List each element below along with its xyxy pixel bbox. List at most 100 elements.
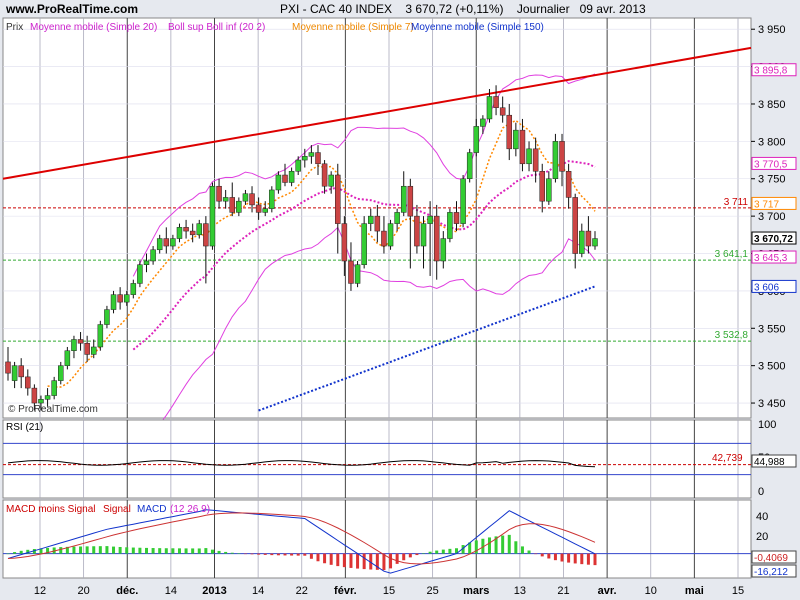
macd-histogram-bar (197, 548, 201, 554)
x-tick-label: 21 (557, 585, 569, 597)
candle-body (269, 189, 275, 209)
macd-histogram-bar (415, 553, 419, 556)
x-axis: 12 20 déc. 14 2013 14 22 févr. 15 25 mars 13 21 avr. 1… (34, 585, 744, 597)
macd-histogram-bar (13, 552, 17, 554)
x-tick-label: 22 (296, 585, 308, 597)
macd-histogram-bar (553, 553, 557, 561)
candle-body (308, 152, 315, 157)
x-tick-label: déc. (116, 585, 138, 597)
macd-histogram-bar (217, 550, 221, 554)
macd-histogram-bar (402, 553, 406, 561)
macd-histogram-bar (290, 553, 294, 556)
macd-histogram-bar (26, 549, 30, 554)
macd-histogram-bar (540, 553, 544, 557)
macd-histogram-bar (112, 546, 116, 554)
candle-body (433, 215, 440, 262)
candle-body (506, 114, 513, 150)
macd-histogram-bar (85, 546, 89, 554)
candle-body (348, 260, 354, 284)
macd-tag-box (751, 550, 797, 564)
macd-histogram-bar (65, 546, 69, 554)
rsi-tag-box (751, 454, 797, 468)
chart-title: PXI - CAC 40 INDEX 3 670,72 (+0,11%) Jou… (280, 2, 646, 16)
candle-body (466, 152, 473, 179)
candle-body (229, 197, 235, 213)
price-tag-box (751, 156, 797, 170)
candle-body (77, 339, 84, 344)
candle-body (262, 208, 268, 213)
candle-body (440, 238, 447, 262)
macd-histogram-bar (243, 553, 247, 555)
macd-label-macd: MACD (137, 504, 166, 515)
signal-tag-box (751, 564, 797, 578)
macd-histogram-bar (342, 553, 346, 568)
candle-body (189, 230, 196, 236)
candle-body (216, 185, 222, 202)
candle-body (97, 324, 104, 348)
candle-body (453, 212, 460, 224)
macd-histogram-bar (151, 548, 155, 554)
macd-label-signal: Signal (103, 504, 131, 515)
candle-body (137, 264, 143, 284)
rsi-line (3, 442, 751, 476)
candle-body (546, 178, 552, 202)
macd-histogram-bar (520, 546, 524, 554)
candle-body (341, 223, 348, 262)
price-tag-label: 3 895,8 (754, 66, 788, 77)
candle-body (5, 361, 11, 374)
macd-histogram-bar (19, 550, 23, 554)
candle-body (394, 212, 400, 224)
candle-body (203, 223, 209, 247)
candle-body (374, 215, 381, 232)
macd-histogram-bar (276, 553, 280, 556)
macd-histogram-bar (389, 553, 393, 569)
macd-histogram-bar (309, 553, 313, 559)
macd-histogram-bar (230, 552, 234, 554)
candle-body (480, 118, 486, 127)
macd-lines (3, 509, 751, 574)
candle-body (163, 238, 170, 247)
macd-histogram-bar (527, 550, 531, 554)
candle-body (302, 156, 308, 161)
candle-body (282, 174, 288, 183)
moving-averages (47, 119, 596, 412)
price-tags: 3 895,8 3 770,5 3 717 3 670,72 3 645,3 3 606 (751, 63, 797, 293)
candle-body (400, 185, 407, 213)
candle-body (58, 365, 64, 381)
candle-body (513, 129, 519, 150)
candle-body (381, 230, 387, 247)
candle-body (236, 200, 242, 213)
candle-body (427, 215, 433, 224)
watermark: © ProRealTime.com (8, 404, 98, 415)
macd-histogram-bar (461, 545, 465, 554)
macd-histogram-bar (395, 553, 399, 564)
candle-body (499, 107, 506, 116)
price-axis-label: 3 800 (758, 136, 786, 148)
candle-body (519, 129, 526, 165)
macd-histogram-bar (224, 551, 228, 554)
price-axis-label: 3 950 (758, 24, 786, 36)
macd-histogram-bar (560, 553, 564, 562)
rsi-series (7, 460, 596, 468)
candle-body (143, 260, 150, 265)
macd-histogram-bar (72, 546, 76, 554)
price-tag-box (751, 231, 797, 245)
candle-body (295, 159, 301, 172)
candle-body (242, 193, 249, 202)
macd-histogram-bar (593, 553, 597, 566)
macd-histogram-bar (250, 553, 254, 555)
x-tick-label: 15 (383, 585, 395, 597)
rsi-level: 42,739 (712, 453, 743, 464)
macd-histogram-bar (435, 550, 439, 554)
candle-body (170, 238, 176, 247)
rsi-panel[interactable] (2, 419, 752, 499)
macd-histogram-bar (454, 548, 458, 554)
x-tick-label: 20 (78, 585, 90, 597)
price-axis-label: 3 700 (758, 211, 786, 223)
x-tick-label: 14 (165, 585, 177, 597)
candle-body (361, 223, 367, 265)
price-axis-label: 3 450 (758, 398, 786, 410)
price-tag-box (751, 250, 797, 264)
candle-body (44, 395, 51, 400)
